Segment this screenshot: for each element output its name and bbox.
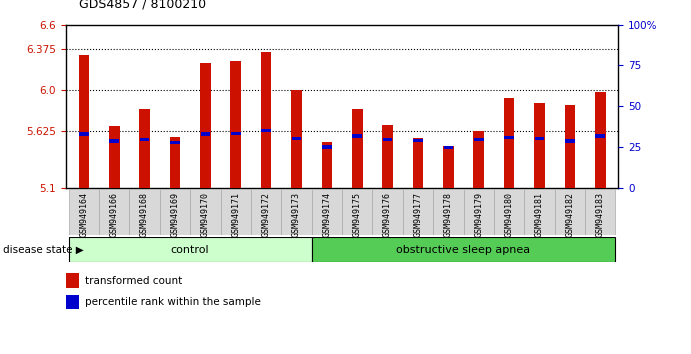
Bar (292, 137, 301, 140)
Bar (140, 109, 150, 188)
Text: percentile rank within the sample: percentile rank within the sample (85, 297, 261, 307)
Bar (129, 189, 160, 235)
Bar (190, 189, 220, 235)
Bar (342, 189, 372, 235)
Text: GSM949178: GSM949178 (444, 192, 453, 237)
Bar (261, 129, 271, 132)
Text: GDS4857 / 8100210: GDS4857 / 8100210 (79, 0, 207, 11)
Text: GSM949168: GSM949168 (140, 192, 149, 237)
Bar (321, 142, 332, 188)
Bar (312, 189, 342, 235)
Bar (140, 138, 149, 141)
Text: GSM949182: GSM949182 (565, 192, 574, 237)
Bar (372, 189, 403, 235)
Bar (68, 189, 99, 235)
Bar (433, 189, 464, 235)
Bar (504, 136, 514, 139)
Text: GSM949170: GSM949170 (201, 192, 210, 237)
Bar (443, 146, 454, 188)
Bar (352, 135, 362, 138)
Text: transformed count: transformed count (85, 276, 182, 286)
Bar (79, 55, 89, 188)
Text: GSM949177: GSM949177 (413, 192, 422, 237)
Bar (352, 109, 363, 188)
Bar (413, 138, 424, 188)
Bar (66, 295, 79, 309)
Bar (382, 125, 393, 188)
Bar (200, 63, 211, 188)
Bar (504, 97, 514, 188)
Bar (473, 131, 484, 188)
Bar (160, 189, 190, 235)
Bar (99, 189, 129, 235)
Bar (261, 52, 272, 188)
Bar (251, 189, 281, 235)
Bar (68, 237, 312, 262)
Bar (230, 61, 241, 188)
Bar (281, 189, 312, 235)
Bar (494, 189, 524, 235)
Bar (200, 132, 210, 136)
Bar (170, 137, 180, 188)
Text: GSM949166: GSM949166 (110, 192, 119, 237)
Bar (170, 141, 180, 144)
Bar (109, 126, 120, 188)
Bar (535, 137, 545, 141)
Text: control: control (171, 245, 209, 255)
Bar (413, 139, 423, 142)
Bar (464, 189, 494, 235)
Text: GSM949180: GSM949180 (504, 192, 513, 237)
Text: GSM949176: GSM949176 (383, 192, 392, 237)
Text: GSM949172: GSM949172 (262, 192, 271, 237)
Bar (79, 132, 88, 136)
Bar (595, 92, 605, 188)
Text: GSM949179: GSM949179 (474, 192, 483, 237)
Bar (231, 132, 240, 135)
Text: GSM949164: GSM949164 (79, 192, 88, 237)
Text: GSM949171: GSM949171 (231, 192, 240, 237)
Bar (322, 145, 332, 149)
Bar (565, 139, 575, 143)
Bar (109, 139, 119, 143)
Bar (444, 146, 453, 149)
Bar (291, 90, 302, 188)
Bar (555, 189, 585, 235)
Text: GSM949174: GSM949174 (323, 192, 332, 237)
Text: GSM949183: GSM949183 (596, 192, 605, 237)
Bar (403, 189, 433, 235)
Bar (565, 105, 575, 188)
Text: GSM949173: GSM949173 (292, 192, 301, 237)
Text: GSM949181: GSM949181 (535, 192, 544, 237)
Text: GSM949169: GSM949169 (171, 192, 180, 237)
Text: GSM949175: GSM949175 (352, 192, 361, 237)
Text: disease state ▶: disease state ▶ (3, 245, 84, 255)
Bar (66, 273, 79, 288)
Bar (524, 189, 555, 235)
Bar (534, 103, 545, 188)
Bar (312, 237, 616, 262)
Bar (474, 138, 484, 141)
Bar (585, 189, 616, 235)
Bar (383, 138, 392, 141)
Bar (220, 189, 251, 235)
Bar (596, 135, 605, 138)
Text: obstructive sleep apnea: obstructive sleep apnea (397, 245, 531, 255)
